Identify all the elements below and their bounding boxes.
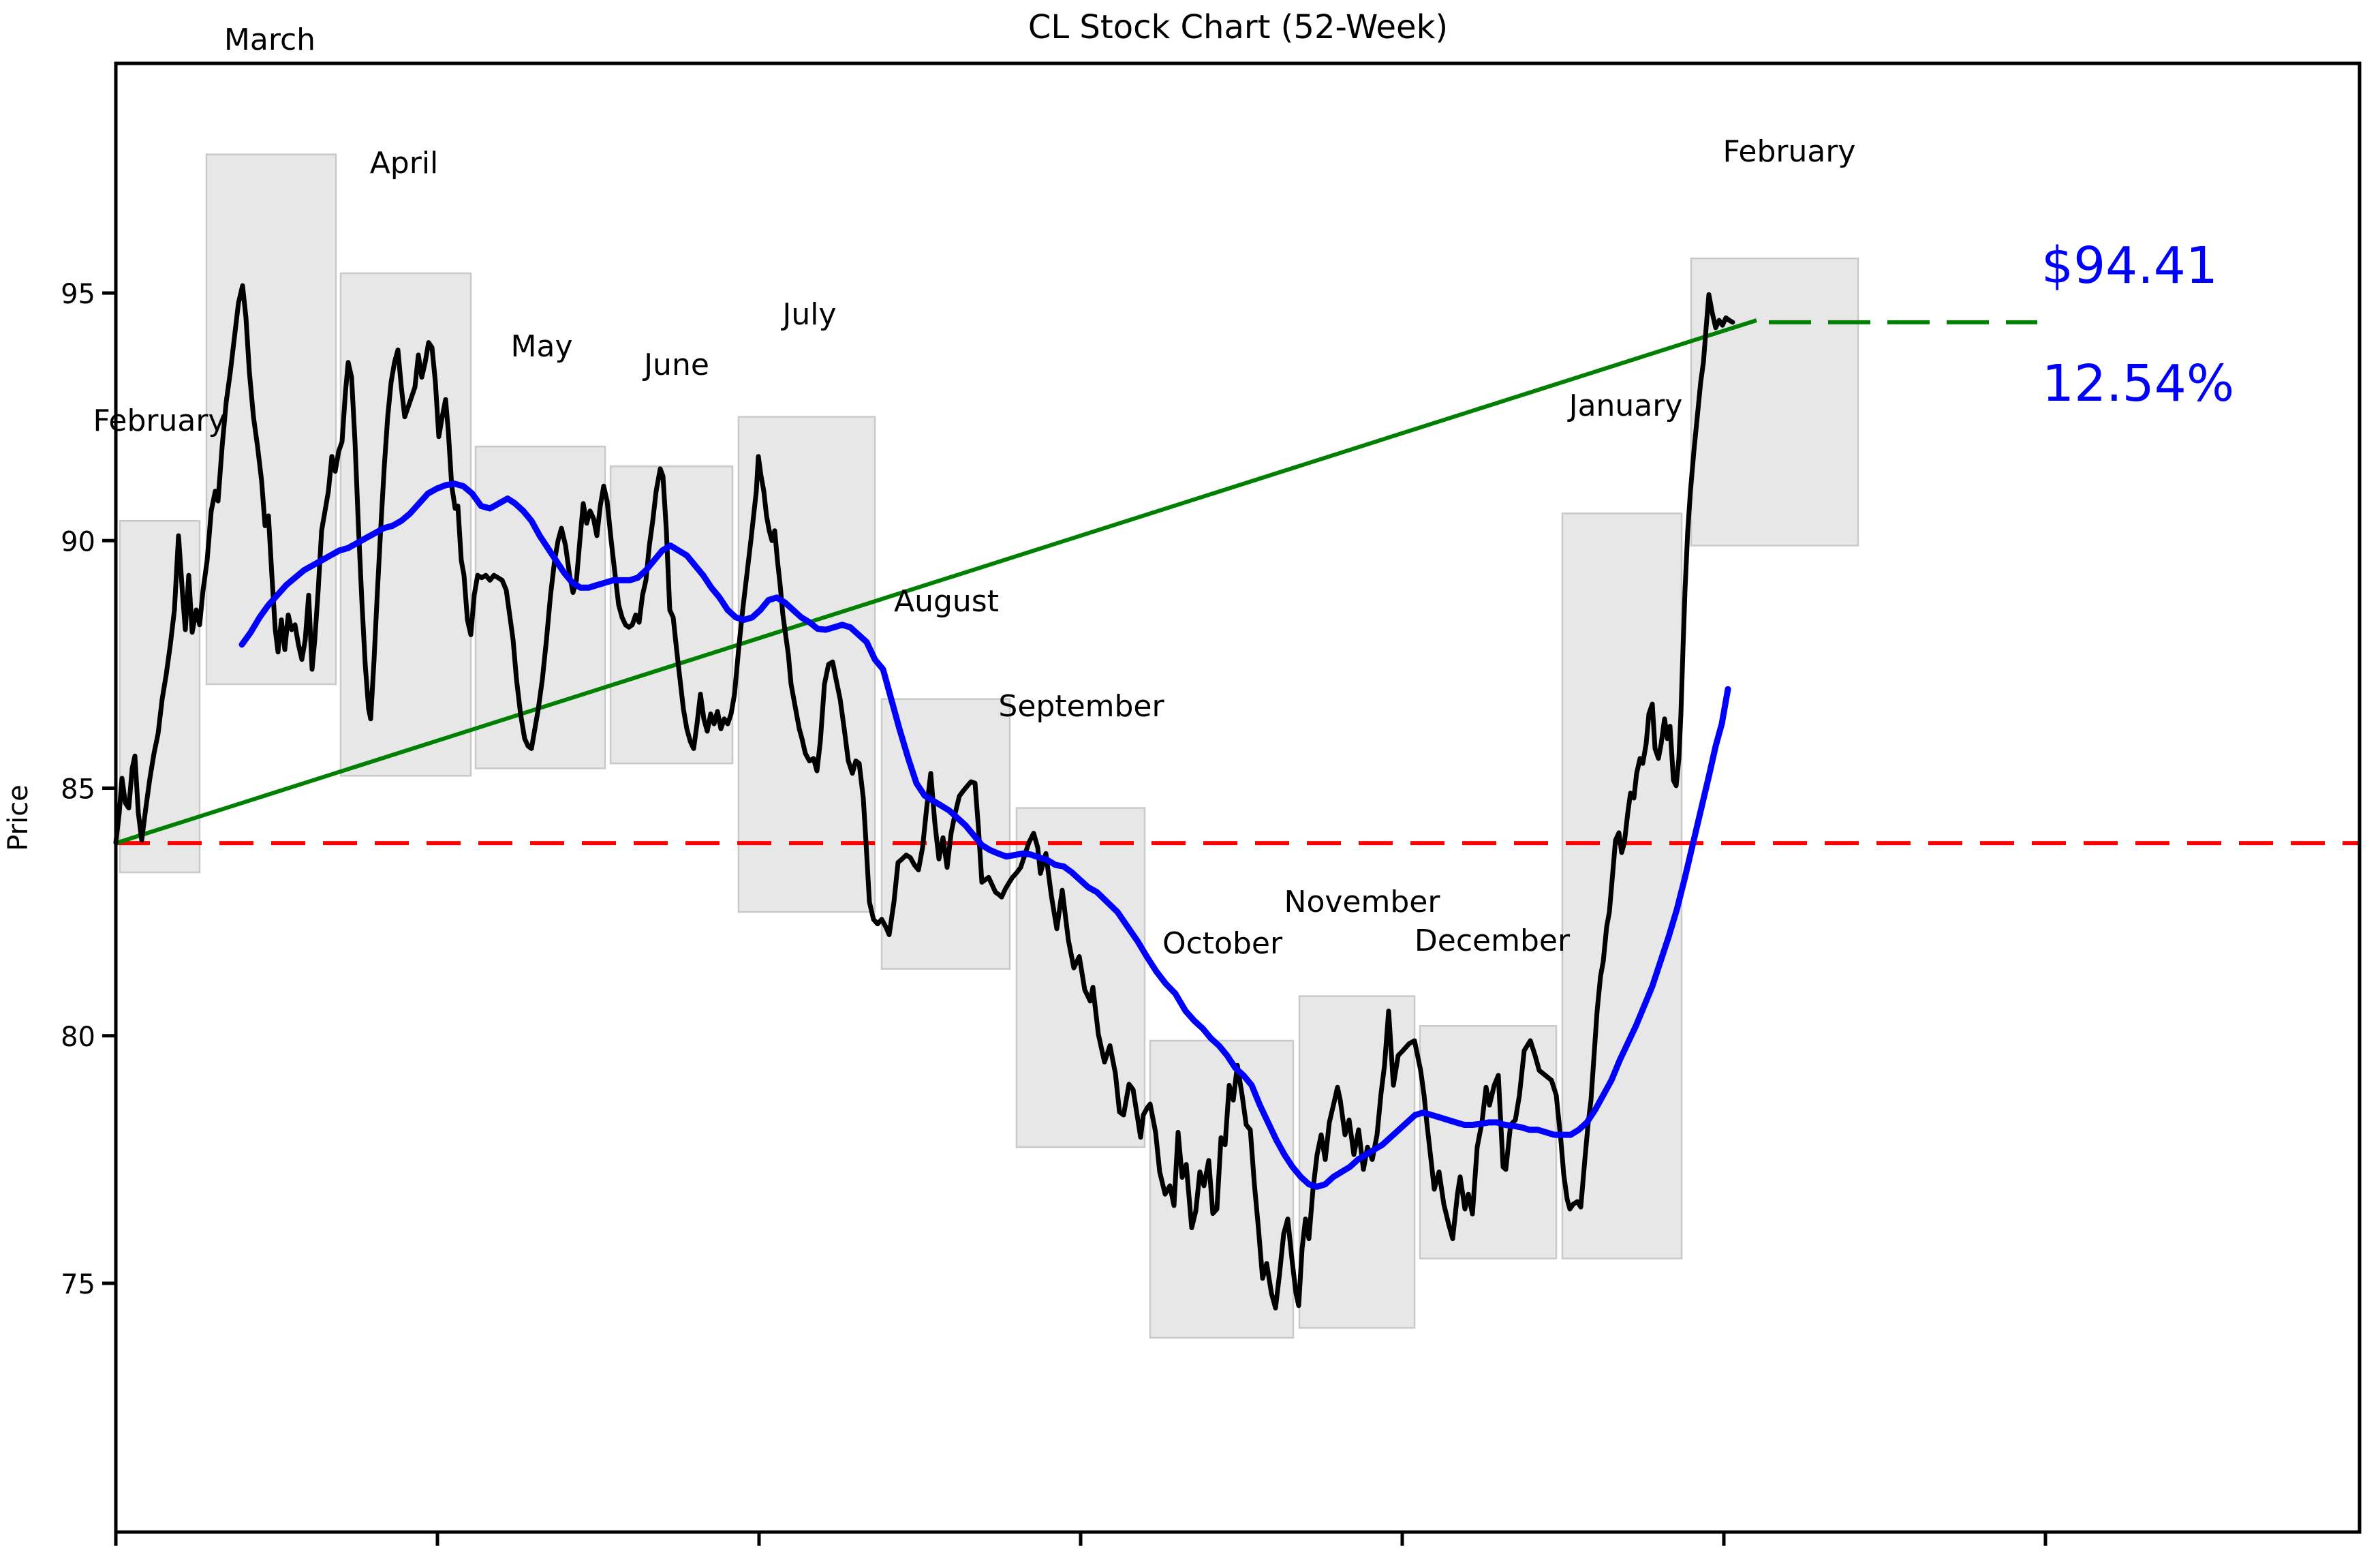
month-label-may: May xyxy=(511,329,573,364)
y-tick-label-80: 80 xyxy=(61,1022,95,1053)
trend-line xyxy=(115,318,1757,845)
month-range-box-february2 xyxy=(1690,257,1859,547)
price-annotation: $94.41 xyxy=(2041,236,2218,295)
moving_average-line xyxy=(238,480,1731,1190)
month-label-february: February xyxy=(93,403,226,438)
month-range-box-december xyxy=(1419,1024,1558,1259)
month-range-box-january xyxy=(1561,513,1683,1259)
month-label-november: November xyxy=(1284,885,1441,919)
y-tick-label-75: 75 xyxy=(61,1269,95,1300)
change-annotation: 12.54% xyxy=(2042,354,2234,413)
month-label-june: June xyxy=(642,348,709,382)
y-tick-label-95: 95 xyxy=(61,279,95,310)
plot-spines xyxy=(114,61,2362,1534)
month-label-october: October xyxy=(1162,926,1283,961)
y-axis-title: Price xyxy=(3,784,34,851)
y-tick-label-85: 85 xyxy=(61,774,95,806)
chart-title: CL Stock Chart (52-Week) xyxy=(1028,8,1448,46)
daily_price-line xyxy=(113,283,1735,1311)
month-range-box-july xyxy=(737,416,876,913)
month-label-december: December xyxy=(1415,923,1571,958)
y-tick-label-90: 90 xyxy=(61,526,95,557)
month-label-september: September xyxy=(998,689,1164,724)
plot-layer: 95 90 85 80 75 February March April May June July A… xyxy=(61,22,2362,1546)
month-label-march: March xyxy=(224,22,315,57)
month-label-january: January xyxy=(1567,388,1683,423)
month-label-february-2: February xyxy=(1723,134,1856,169)
month-label-july: July xyxy=(780,297,836,332)
month-label-april: April xyxy=(370,146,439,181)
month-range-box-may xyxy=(474,445,606,769)
month-label-august: August xyxy=(894,584,999,619)
month-range-box-april xyxy=(339,272,472,777)
